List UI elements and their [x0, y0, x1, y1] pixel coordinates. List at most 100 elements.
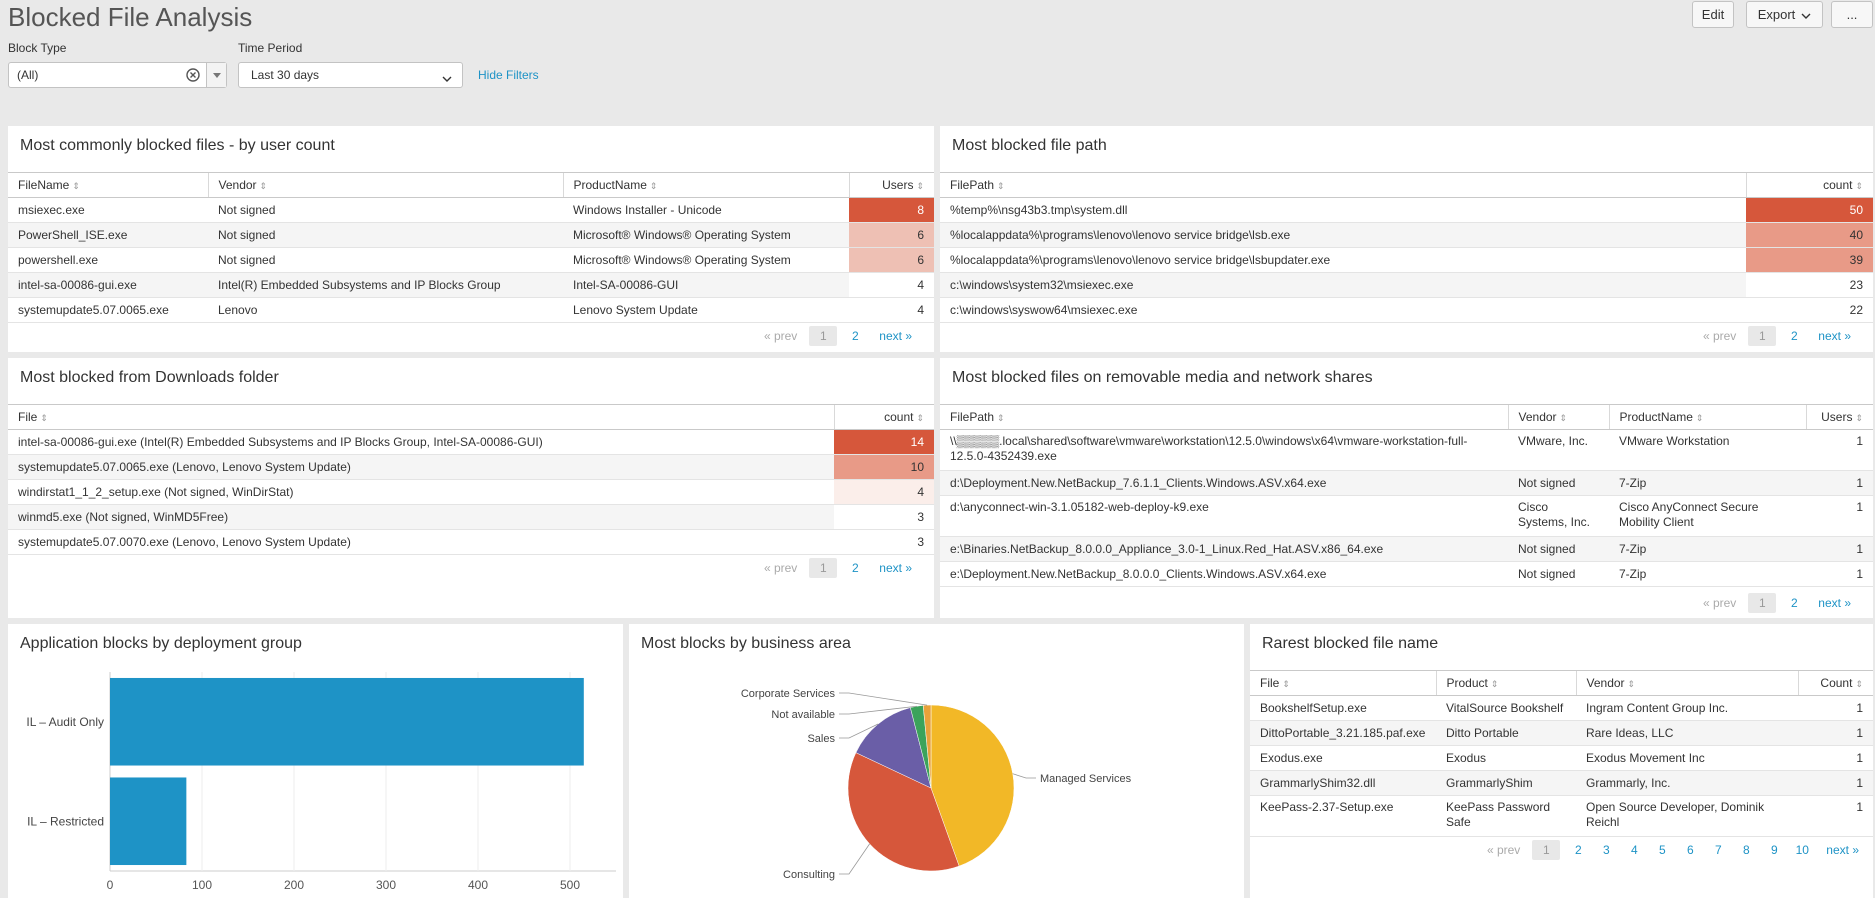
next-page-link[interactable]: next » — [1818, 596, 1851, 610]
table-cell: VMware Workstation — [1609, 429, 1806, 471]
prev-page-link[interactable]: « prev — [763, 561, 798, 575]
page-link[interactable]: 1 — [809, 558, 838, 578]
downloads-table: File ⇕ count ⇕ intel-sa-00086-gui.exe (Int… — [8, 404, 934, 555]
table-cell: 1 — [1798, 795, 1873, 837]
table-row[interactable]: intel-sa-00086-gui.exe (Intel(R) Embedde… — [8, 429, 934, 455]
page-link[interactable]: 1 — [1532, 840, 1561, 860]
table-row[interactable]: systemupdate5.07.0070.exe (Lenovo, Lenov… — [8, 529, 934, 555]
rarest-files-table: File ⇕ Product ⇕ Vendor ⇕ Count ⇕ BookshelfS… — [1250, 670, 1873, 837]
page-link[interactable]: 2 — [851, 561, 859, 575]
dropdown-toggle[interactable] — [206, 63, 226, 87]
clear-icon[interactable] — [186, 68, 200, 85]
table-cell: Not signed — [1508, 561, 1609, 587]
column-header[interactable]: Product ⇕ — [1435, 670, 1576, 696]
time-period-select[interactable]: Last 30 days — [238, 62, 463, 88]
table-cell: Exodus.exe — [1250, 745, 1436, 771]
table-row[interactable]: GrammarlyShim32.dll GrammarlyShim Gramma… — [1250, 770, 1873, 796]
table-row[interactable]: Exodus.exe Exodus Exodus Movement Inc 1 — [1250, 745, 1873, 771]
page-link[interactable]: 9 — [1770, 843, 1778, 857]
page-link[interactable]: 3 — [1602, 843, 1610, 857]
column-header[interactable]: FileName ⇕ — [8, 172, 208, 198]
column-header[interactable]: ProductName ⇕ — [562, 172, 849, 198]
column-header[interactable]: File ⇕ — [8, 404, 834, 430]
slice-label: Managed Services — [1040, 773, 1132, 785]
column-header[interactable]: FilePath ⇕ — [940, 172, 1746, 198]
table-cell: GrammarlyShim — [1436, 770, 1576, 796]
panel-title: Most blocked from Downloads folder — [20, 369, 279, 386]
column-header[interactable]: Count ⇕ — [1797, 670, 1873, 696]
column-header[interactable]: FilePath ⇕ — [940, 404, 1508, 430]
page-link[interactable]: 8 — [1742, 843, 1750, 857]
column-header[interactable]: Vendor ⇕ — [1575, 670, 1798, 696]
page-link[interactable]: 2 — [851, 329, 859, 343]
table-row[interactable]: powershell.exe Not signed Microsoft® Win… — [8, 247, 934, 273]
page-link[interactable]: 1 — [1748, 326, 1777, 346]
next-page-link[interactable]: next » — [879, 561, 912, 575]
next-page-link[interactable]: next » — [879, 329, 912, 343]
table-row[interactable]: intel-sa-00086-gui.exe Intel(R) Embedded… — [8, 272, 934, 298]
table-row[interactable]: windirstat1_1_2_setup.exe (Not signed, W… — [8, 479, 934, 505]
removable-media-table: FilePath ⇕ Vendor ⇕ ProductName ⇕ Users ⇕ \\… — [940, 404, 1873, 587]
table-row[interactable]: KeePass-2.37-Setup.exe KeePass Password … — [1250, 795, 1873, 837]
table-cell: 1 — [1806, 429, 1873, 471]
table-row[interactable]: msiexec.exe Not signed Windows Installer… — [8, 197, 934, 223]
table-row[interactable]: PowerShell_ISE.exe Not signed Microsoft®… — [8, 222, 934, 248]
next-page-link[interactable]: next » — [1826, 843, 1859, 857]
page-link[interactable]: 10 — [1795, 843, 1809, 857]
table-row[interactable]: systemupdate5.07.0065.exe Lenovo Lenovo … — [8, 297, 934, 323]
table-row[interactable]: winmd5.exe (Not signed, WinMD5Free) 3 — [8, 504, 934, 530]
page-link[interactable]: 1 — [809, 326, 838, 346]
table-row[interactable]: %temp%\nsg43b3.tmp\system.dll 50 — [940, 197, 1873, 223]
table-row[interactable]: %localappdata%\programs\lenovo\lenovo se… — [940, 222, 1873, 248]
table-row[interactable]: e:\Deployment.New.NetBackup_8.0.0.0_Clie… — [940, 561, 1873, 587]
table-row[interactable]: d:\Deployment.New.NetBackup_7.6.1.1_Clie… — [940, 470, 1873, 496]
page-link[interactable]: 6 — [1686, 843, 1694, 857]
table-row[interactable]: c:\windows\system32\msiexec.exe 23 — [940, 272, 1873, 298]
table-row[interactable]: systemupdate5.07.0065.exe (Lenovo, Lenov… — [8, 454, 934, 480]
export-button[interactable]: Export — [1746, 1, 1823, 28]
panel-common-files: Most commonly blocked files - by user co… — [8, 126, 934, 352]
table-cell: %localappdata%\programs\lenovo\lenovo se… — [940, 222, 1746, 248]
panel-title: Rarest blocked file name — [1262, 635, 1439, 652]
block-type-value: (All) — [17, 68, 39, 82]
table-row[interactable]: \\▒▒▒▒▒.local\shared\software\vmware\wor… — [940, 429, 1873, 471]
table-cell: powershell.exe — [8, 247, 208, 273]
column-header[interactable]: File ⇕ — [1250, 670, 1436, 696]
table-row[interactable]: BookshelfSetup.exe VitalSource Bookshelf… — [1250, 695, 1873, 721]
page-link[interactable]: 2 — [1790, 596, 1798, 610]
table-row[interactable]: c:\windows\syswow64\msiexec.exe 22 — [940, 297, 1873, 323]
table-row[interactable]: d:\anyconnect-win-3.1.05182-web-deploy-k… — [940, 495, 1873, 537]
table-cell: KeePass Password Safe — [1436, 795, 1576, 837]
table-row[interactable]: e:\Binaries.NetBackup_8.0.0.0_Appliance_… — [940, 536, 1873, 562]
table-cell: PowerShell_ISE.exe — [8, 222, 208, 248]
column-header[interactable]: ProductName ⇕ — [1608, 404, 1806, 430]
prev-page-link[interactable]: « prev — [1702, 596, 1737, 610]
table-row[interactable]: %localappdata%\programs\lenovo\lenovo se… — [940, 247, 1873, 273]
table-cell: \\▒▒▒▒▒.local\shared\software\vmware\wor… — [940, 429, 1508, 471]
page-link[interactable]: 1 — [1748, 593, 1777, 613]
prev-page-link[interactable]: « prev — [763, 329, 798, 343]
x-tick-label: 200 — [284, 878, 304, 892]
page-link[interactable]: 4 — [1630, 843, 1638, 857]
more-options-button[interactable]: ... — [1831, 1, 1873, 28]
table-cell: 14 — [834, 429, 934, 455]
hide-filters-link[interactable]: Hide Filters — [478, 68, 539, 82]
table-cell: Ditto Portable — [1436, 720, 1576, 746]
page-link[interactable]: 2 — [1790, 329, 1798, 343]
edit-button[interactable]: Edit — [1692, 1, 1734, 28]
column-header[interactable]: count ⇕ — [1745, 172, 1873, 198]
column-header[interactable]: count ⇕ — [833, 404, 934, 430]
column-header[interactable]: Users ⇕ — [1805, 404, 1873, 430]
block-type-select[interactable]: (All) — [8, 62, 227, 88]
page-link[interactable]: 2 — [1574, 843, 1582, 857]
column-header[interactable]: Users ⇕ — [848, 172, 934, 198]
next-page-link[interactable]: next » — [1818, 329, 1851, 343]
prev-page-link[interactable]: « prev — [1702, 329, 1737, 343]
page-link[interactable]: 5 — [1658, 843, 1666, 857]
table-row[interactable]: DittoPortable_3.21.185.paf.exe Ditto Por… — [1250, 720, 1873, 746]
column-header[interactable]: Vendor ⇕ — [1507, 404, 1609, 430]
page-link[interactable]: 7 — [1714, 843, 1722, 857]
prev-page-link[interactable]: « prev — [1486, 843, 1521, 857]
table-cell: 1 — [1806, 536, 1873, 562]
column-header[interactable]: Vendor ⇕ — [207, 172, 563, 198]
